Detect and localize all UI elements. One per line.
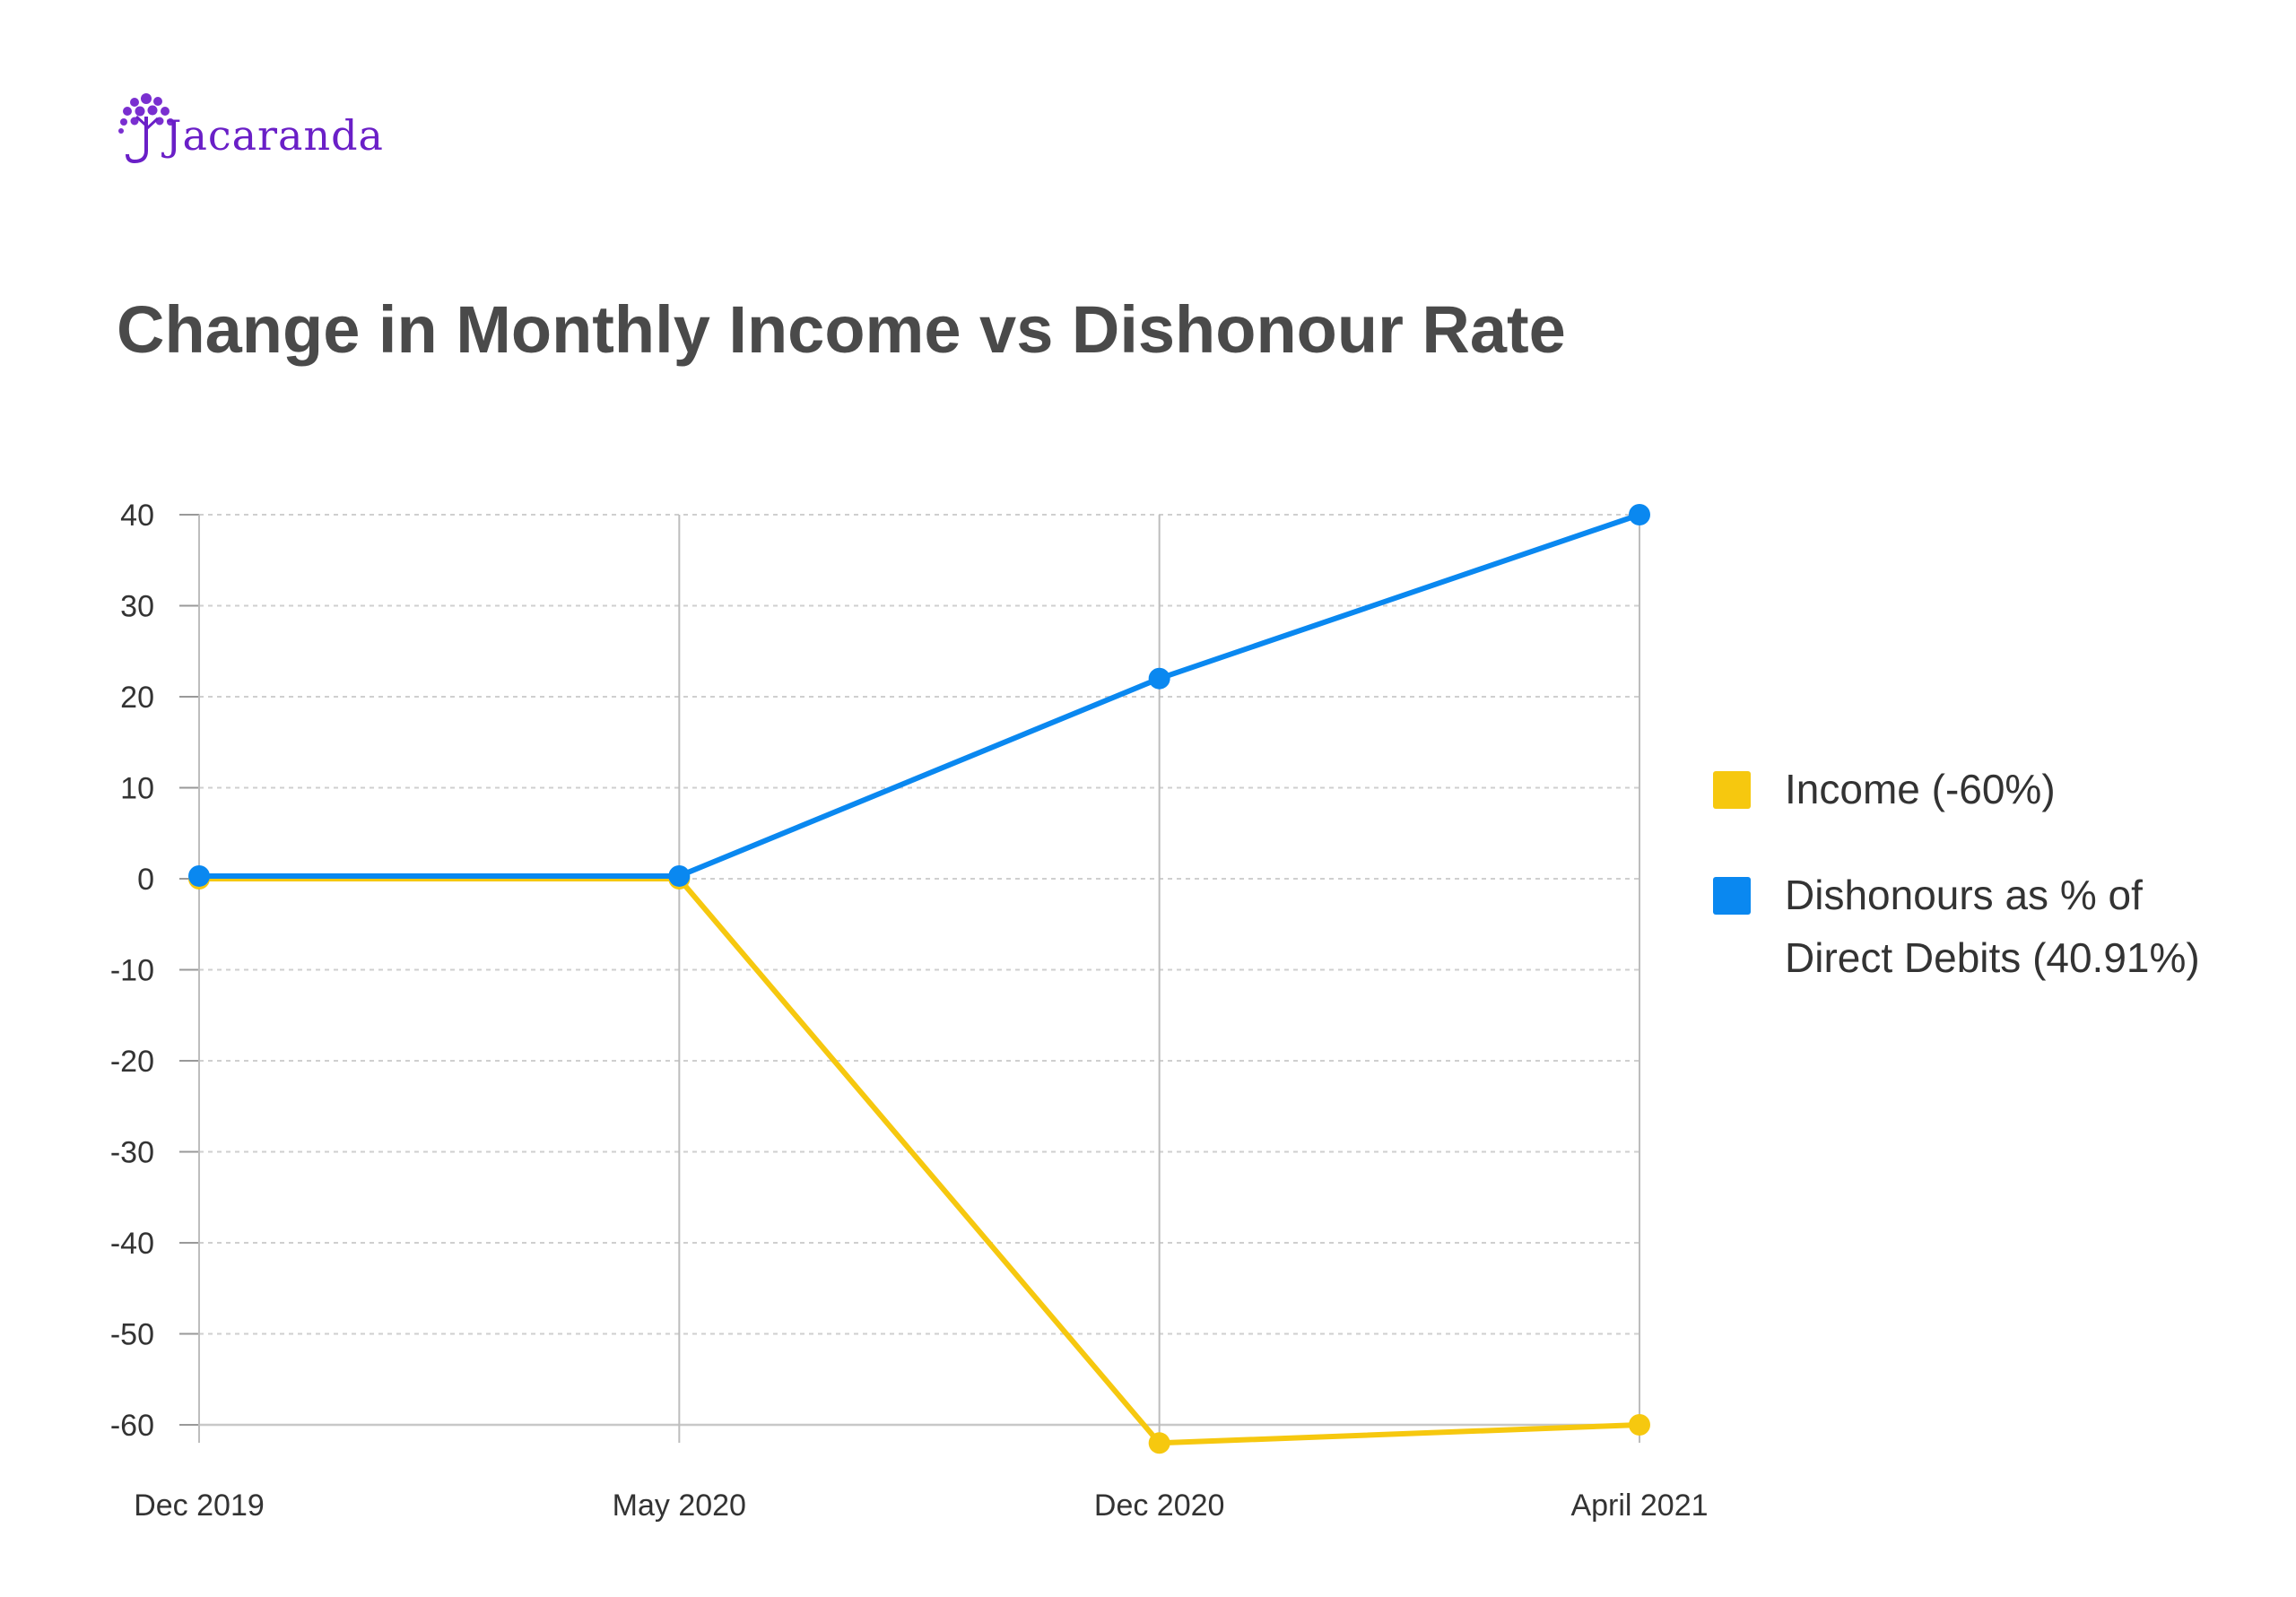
brand-logo: Jacaranda [115,90,384,165]
series-1 [188,504,1650,887]
y-tick-label: -40 [110,1227,154,1261]
x-tick-label: Dec 2019 [134,1489,265,1523]
data-point [1148,667,1170,690]
legend-label: Dishonours as % of Direct Debits (40.91%) [1785,872,2200,981]
y-tick-label: 20 [120,681,154,715]
x-tick-label: Dec 2020 [1094,1489,1225,1523]
y-axis: 40 30 20 10 0 -10 -20 -30 -40 -50 -60 [110,499,199,1443]
series-0 [188,868,1650,1454]
legend-swatch [1713,877,1751,915]
legend-label: Income (-60%) [1785,766,2056,812]
y-tick-label: 40 [120,499,154,533]
y-tick-label: -20 [110,1045,154,1079]
series-line [196,876,1642,1446]
chart-legend: Income (-60%) Dishonours as % of Direct De… [1713,766,2200,981]
data-point [1629,504,1650,525]
legend-item-0: Income (-60%) [1713,766,2056,812]
x-tick-label: May 2020 [613,1489,746,1523]
jacaranda-tree-icon [118,93,174,164]
y-tick-label: -10 [110,954,154,988]
data-point [668,864,691,887]
x-axis: Dec 2019 May 2020 Dec 2020 April 2021 [134,515,1709,1523]
data-point [188,864,210,887]
y-tick-label: -50 [110,1318,154,1352]
y-tick-label: -60 [110,1409,154,1443]
data-point [1629,1414,1650,1436]
legend-swatch [1713,771,1751,809]
y-tick-label: 0 [137,863,154,897]
x-tick-label: April 2021 [1570,1489,1708,1523]
chart-series [188,504,1650,1454]
legend-item-1: Dishonours as % of Direct Debits (40.91%) [1713,872,2200,981]
y-tick-label: -30 [110,1136,154,1170]
y-tick-label: 30 [120,590,154,624]
y-tick-label: 10 [120,772,154,806]
data-point [1148,1432,1170,1454]
chart-grid [199,514,1639,1427]
brand-name: Jacaranda [165,111,384,160]
series-line [196,512,1642,879]
chart-title: Change in Monthly Income vs Dishonour Ra… [117,292,1566,367]
